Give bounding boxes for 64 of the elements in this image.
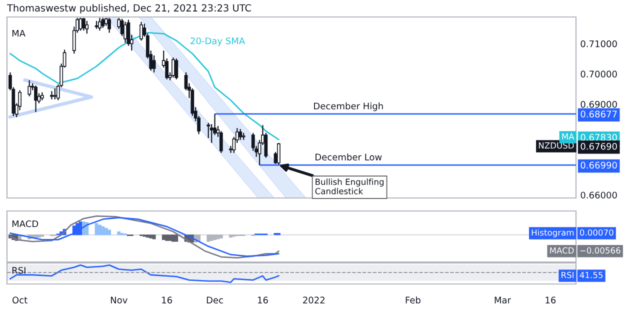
- bar: [149, 234, 153, 238]
- annotation: MACD: [12, 220, 38, 228]
- y-tick-label: 0.71000: [580, 40, 617, 48]
- bar: [117, 231, 121, 236]
- bar: [94, 223, 98, 236]
- candlestick: [98, 17, 102, 32]
- bar: [152, 234, 156, 240]
- text: 0.00070: [580, 229, 614, 236]
- y-tick-label: 0.67830: [580, 134, 617, 141]
- candlestick: [174, 58, 178, 80]
- candlestick: [210, 124, 214, 144]
- annotation: MA: [12, 30, 26, 37]
- bar: [172, 234, 175, 242]
- line-series: [10, 32, 280, 140]
- x-tick-label: 16: [546, 296, 556, 304]
- x-tick-label: 16: [162, 296, 172, 304]
- bar: [174, 234, 178, 242]
- bar: [101, 226, 105, 236]
- candlestick: [277, 142, 280, 166]
- candlestick: [101, 17, 105, 28]
- x-tick-label: Mar: [494, 296, 511, 304]
- y-tick-label: 0.70000: [580, 70, 617, 78]
- y-tick-label: 0.66000: [580, 192, 617, 199]
- y-tick-label: 0.67690: [580, 142, 617, 150]
- ref-line-label: December High: [314, 102, 383, 112]
- legend-label: RSI: [562, 272, 574, 278]
- x-tick-label: 16: [258, 296, 268, 304]
- bar: [219, 234, 223, 238]
- bar: [206, 234, 210, 242]
- candlestick: [34, 84, 38, 113]
- candlestick: [190, 88, 194, 117]
- candlestick: [172, 57, 175, 78]
- candlestick: [28, 80, 32, 97]
- bar: [162, 234, 166, 240]
- legend-label: Histogram: [532, 229, 574, 238]
- candlestick: [108, 17, 111, 34]
- candlestick: [82, 17, 86, 32]
- candlestick: [50, 90, 54, 100]
- annotation: MA: [562, 133, 574, 140]
- annotation: RSI: [12, 266, 26, 274]
- chart-title: Thomaswestw published, Dec 21, 2021 23:23 UTC: [6, 4, 252, 14]
- x-tick-label: Feb: [406, 296, 420, 304]
- x-tick-label: Nov: [110, 296, 128, 304]
- y-tick-label: 0.66990: [580, 162, 617, 169]
- bar: [229, 234, 232, 238]
- text: 41.55: [580, 272, 603, 278]
- candlestick: [124, 21, 127, 44]
- text: −0.00566: [580, 247, 620, 254]
- y-tick-label: 0.68677: [580, 110, 617, 118]
- bar: [37, 234, 41, 238]
- y-tick-label: 0.69000: [580, 100, 617, 108]
- text: MACD: [550, 247, 574, 254]
- candlestick: [85, 20, 89, 34]
- candlestick: [238, 128, 242, 140]
- x-tick-label: Oct: [12, 296, 28, 304]
- candlestick: [152, 54, 156, 73]
- candlestick: [140, 21, 143, 42]
- x-tick-label: Dec: [206, 296, 223, 304]
- series-label: 20-Day SMA: [190, 37, 246, 46]
- annotation: Bullish Engulfing Candlestick: [315, 178, 384, 194]
- bar: [108, 230, 112, 236]
- candlestick: [206, 122, 210, 139]
- ref-line-label: December Low: [316, 153, 382, 160]
- x-tick-label: 2022: [303, 296, 324, 304]
